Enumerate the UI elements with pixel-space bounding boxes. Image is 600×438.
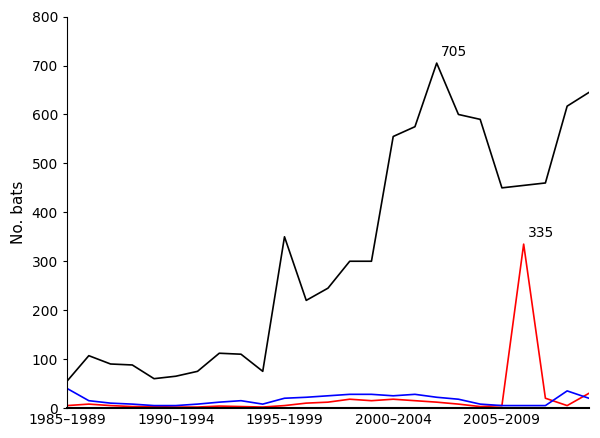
Text: 335: 335 (528, 226, 554, 240)
Text: 705: 705 (441, 45, 467, 59)
Y-axis label: No. bats: No. bats (11, 180, 26, 244)
